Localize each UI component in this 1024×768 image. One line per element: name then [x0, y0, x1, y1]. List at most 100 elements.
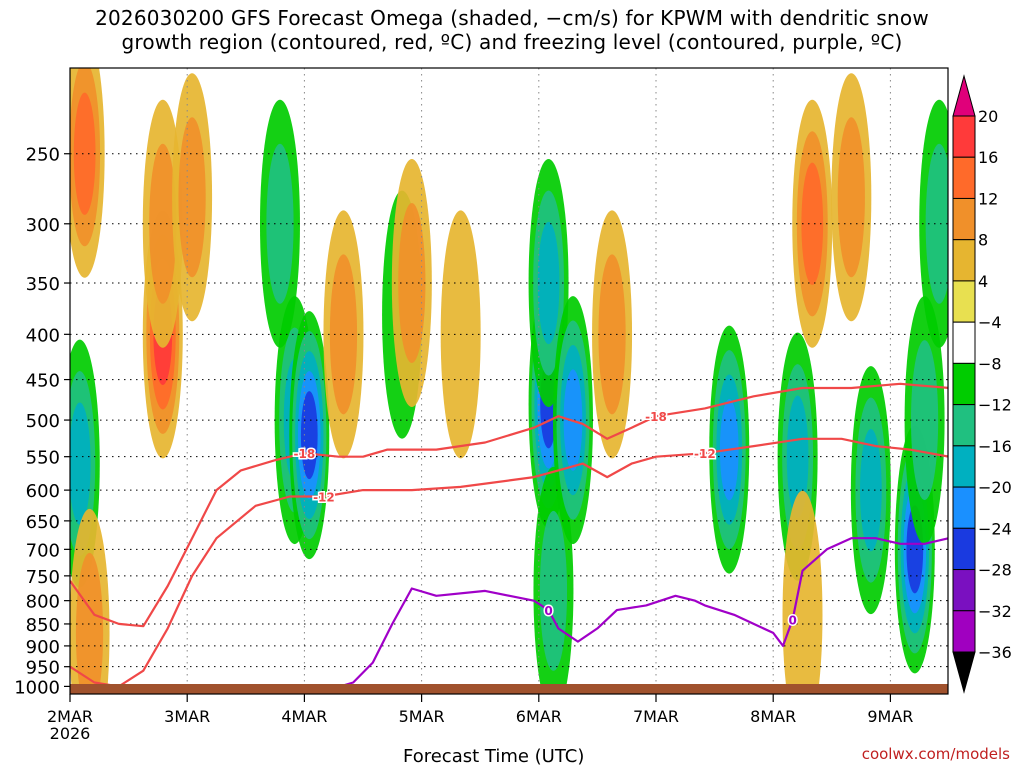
omega-shade [398, 203, 426, 364]
omega-shade [300, 391, 318, 480]
colorbar-box [952, 362, 976, 406]
y-tick-label: 300 [26, 215, 60, 236]
colorbar-label: 16 [978, 148, 998, 167]
omega-blob [782, 490, 823, 694]
contour-label: 0 [544, 604, 552, 618]
omega-shade [925, 143, 948, 304]
omega-blob [70, 508, 110, 694]
contour-line [70, 382, 948, 628]
y-tick-label: 1000 [14, 677, 60, 698]
omega-blob [172, 73, 213, 322]
temperature-contours: -18 -18 -12 -12 0 0 [70, 382, 948, 694]
colorbar-box [952, 115, 976, 158]
x-tick-label: 6MAR [516, 707, 562, 726]
x-year-label: 2026 [50, 724, 91, 743]
contour-label: -12 [313, 490, 335, 504]
omega-blob [70, 68, 105, 278]
omega-shade [598, 254, 626, 415]
x-tick-label: 5MAR [399, 707, 445, 726]
colorbar-label: −12 [978, 396, 1012, 415]
omega-shade [837, 117, 865, 278]
title-line-2: growth region (contoured, red, ºC) and f… [121, 30, 903, 54]
time-axis: 2MAR 3MAR 4MAR 5MAR 6MAR 7MAR 8MAR 9MAR 2026 [47, 694, 913, 743]
omega-shade [801, 162, 824, 285]
y-tick-label: 250 [26, 145, 60, 166]
y-tick-label: 800 [26, 592, 60, 613]
colorbar-box [952, 486, 976, 529]
colorbar-legend: 20 16 12 8 4 −4 −8 −12 −16 −20 −24 −28 −32 −36 [952, 74, 1012, 694]
omega-blob [831, 73, 872, 322]
colorbar-box [952, 569, 976, 612]
omega-blob [142, 99, 183, 348]
y-tick-label: 450 [26, 371, 60, 392]
x-tick-label: 4MAR [281, 707, 327, 726]
colorbar-box [952, 197, 976, 241]
y-tick-label: 600 [26, 481, 60, 502]
omega-shade [539, 510, 568, 671]
omega-shade [786, 395, 809, 518]
omega-shade [266, 143, 294, 304]
omega-blob [391, 159, 432, 408]
omega-shade [782, 490, 823, 694]
omega-blob [904, 296, 945, 545]
colorbar-label: −20 [978, 478, 1012, 497]
y-tick-label: 500 [26, 411, 60, 432]
colorbar-label: −24 [978, 519, 1012, 538]
colorbar-box [952, 404, 976, 447]
colorbar-box [952, 239, 976, 282]
contour-line [265, 537, 948, 694]
colorbar-box [952, 280, 976, 323]
omega-shading-layer [70, 68, 948, 694]
colorbar-box [952, 527, 976, 571]
omega-shade [537, 221, 560, 345]
omega-shade [910, 340, 939, 501]
contour-label: -18 [294, 447, 316, 461]
colorbar-bottom-arrow [952, 651, 976, 694]
omega-shade [73, 92, 96, 215]
y-tick-label: 850 [26, 615, 60, 636]
colorbar-top-arrow [952, 74, 976, 117]
colorbar-label: −16 [978, 437, 1012, 456]
y-tick-label: 750 [26, 567, 60, 588]
colorbar-box [952, 610, 976, 653]
contour-label: 0 [789, 613, 797, 627]
y-tick-label: 350 [26, 274, 60, 295]
contour-label: -18 [645, 410, 667, 424]
x-tick-label: 7MAR [633, 707, 679, 726]
omega-blob [919, 99, 948, 348]
omega-blob [792, 99, 833, 348]
title-line-1: 2026030200 GFS Forecast Omega (shaded, −… [95, 6, 929, 30]
omega-blob [323, 210, 364, 459]
omega-shade [149, 143, 177, 304]
colorbar-label: 4 [978, 272, 988, 291]
colorbar-box [952, 445, 976, 488]
x-tick-label: 8MAR [750, 707, 796, 726]
contour-label: -12 [694, 447, 716, 461]
x-tick-label: 2MAR [47, 707, 93, 726]
x-tick-label: 9MAR [867, 707, 913, 726]
y-tick-label: 400 [26, 325, 60, 346]
chart-title: 2026030200 GFS Forecast Omega (shaded, −… [0, 6, 1024, 54]
colorbar-label: −32 [978, 602, 1012, 621]
plot-frame [69, 67, 949, 695]
colorbar-label: 20 [978, 107, 998, 126]
y-tick-label: 700 [26, 540, 60, 561]
colorbar-label: −28 [978, 561, 1012, 580]
site-credit: coolwx.com/models [861, 745, 1010, 763]
omega-blob [592, 210, 633, 459]
omega-shade [178, 117, 206, 278]
colorbar-label: 8 [978, 231, 988, 250]
omega-shade [70, 402, 91, 525]
x-tick-label: 3MAR [164, 707, 210, 726]
colorbar-label: −36 [978, 643, 1012, 662]
y-tick-label: 650 [26, 512, 60, 533]
terrain-ground-bar [70, 684, 948, 694]
omega-shade [860, 428, 882, 552]
x-axis-label: Forecast Time (UTC) [403, 746, 585, 767]
contour-line [70, 437, 948, 688]
omega-blob [259, 99, 300, 348]
y-tick-label: 550 [26, 448, 60, 469]
y-tick-label: 950 [26, 658, 60, 679]
